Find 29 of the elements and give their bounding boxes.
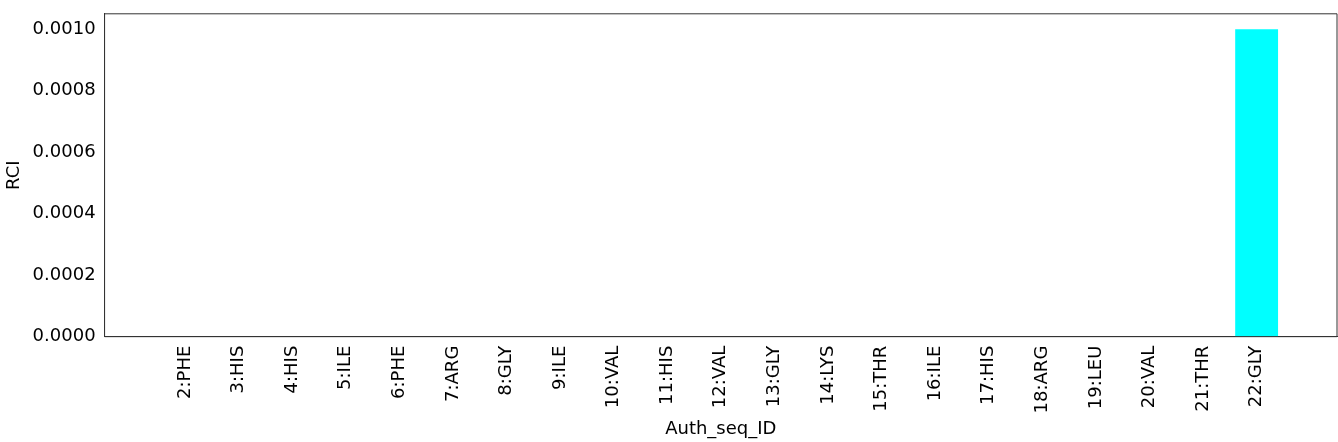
- x-tick-label: 18:ARG: [1029, 345, 1051, 414]
- x-tick-label: 22:GLY: [1244, 344, 1266, 408]
- y-tick-label: 0.0008: [32, 78, 96, 100]
- x-tick-label: 20:VAL: [1137, 345, 1159, 409]
- x-tick-label: 4:HIS: [279, 345, 301, 394]
- y-tick-label: 0.0000: [32, 324, 96, 346]
- x-axis-title: Auth_seq_ID: [665, 416, 777, 439]
- x-tick-label: 17:HIS: [976, 345, 998, 405]
- x-tick-label: 6:PHE: [386, 345, 408, 399]
- x-tick-label: 19:LEU: [1083, 345, 1105, 410]
- x-tick-label: 3:HIS: [226, 345, 248, 394]
- x-tick-label: 10:VAL: [601, 345, 623, 409]
- x-tick-label: 12:VAL: [708, 345, 730, 409]
- y-axis-title: RCI: [2, 160, 24, 190]
- x-tick-label: 7:ARG: [440, 345, 462, 402]
- y-tick-label: 0.0006: [32, 139, 96, 161]
- x-tick-label: 13:GLY: [762, 344, 784, 408]
- x-tick-label: 21:THR: [1190, 345, 1212, 412]
- x-tick-label: 2:PHE: [172, 345, 194, 399]
- x-tick-label: 5:ILE: [333, 345, 355, 390]
- x-tick-label: 9:ILE: [547, 345, 569, 390]
- x-tick-label: 14:LYS: [815, 345, 837, 405]
- y-tick-label: 0.0010: [32, 16, 96, 38]
- x-tick-label: 8:GLY: [494, 344, 516, 396]
- y-tick-label: 0.0004: [32, 201, 96, 223]
- y-tick-label: 0.0002: [32, 262, 96, 284]
- x-tick-label: 15:THR: [869, 345, 891, 412]
- x-tick-label: 11:HIS: [654, 345, 676, 405]
- x-tick-label: 16:ILE: [922, 345, 944, 402]
